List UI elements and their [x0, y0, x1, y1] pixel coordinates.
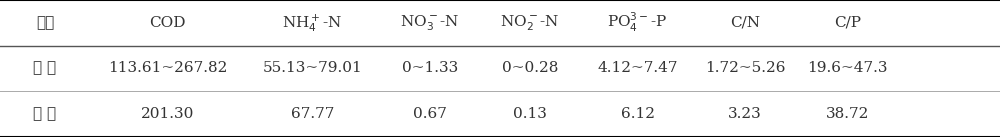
- Text: 1.72~5.26: 1.72~5.26: [705, 62, 785, 75]
- Text: 6.12: 6.12: [620, 107, 654, 121]
- Text: 19.6~47.3: 19.6~47.3: [807, 62, 888, 75]
- Text: 113.61~267.82: 113.61~267.82: [108, 62, 227, 75]
- Text: PO$_4^{3-}$-P: PO$_4^{3-}$-P: [607, 11, 668, 34]
- Text: 0.67: 0.67: [413, 107, 447, 121]
- Text: 3.23: 3.23: [728, 107, 762, 121]
- Text: 0~1.33: 0~1.33: [402, 62, 458, 75]
- Text: C/P: C/P: [834, 16, 861, 30]
- Text: 项目: 项目: [36, 16, 54, 30]
- Text: C/N: C/N: [730, 16, 760, 30]
- Text: 67.77: 67.77: [291, 107, 334, 121]
- Text: 55.13~79.01: 55.13~79.01: [263, 62, 362, 75]
- Text: NO$_2^-$-N: NO$_2^-$-N: [500, 13, 560, 33]
- Text: 均 値: 均 値: [33, 107, 57, 121]
- Text: 38.72: 38.72: [826, 107, 869, 121]
- Text: 范 围: 范 围: [33, 62, 57, 75]
- Text: NO$_3^-$-N: NO$_3^-$-N: [400, 13, 460, 33]
- Text: 4.12~7.47: 4.12~7.47: [597, 62, 678, 75]
- Text: 201.30: 201.30: [141, 107, 194, 121]
- Text: 0.13: 0.13: [513, 107, 547, 121]
- Text: NH$_4^+$-N: NH$_4^+$-N: [282, 12, 343, 34]
- Text: COD: COD: [149, 16, 186, 30]
- Text: 0~0.28: 0~0.28: [502, 62, 558, 75]
